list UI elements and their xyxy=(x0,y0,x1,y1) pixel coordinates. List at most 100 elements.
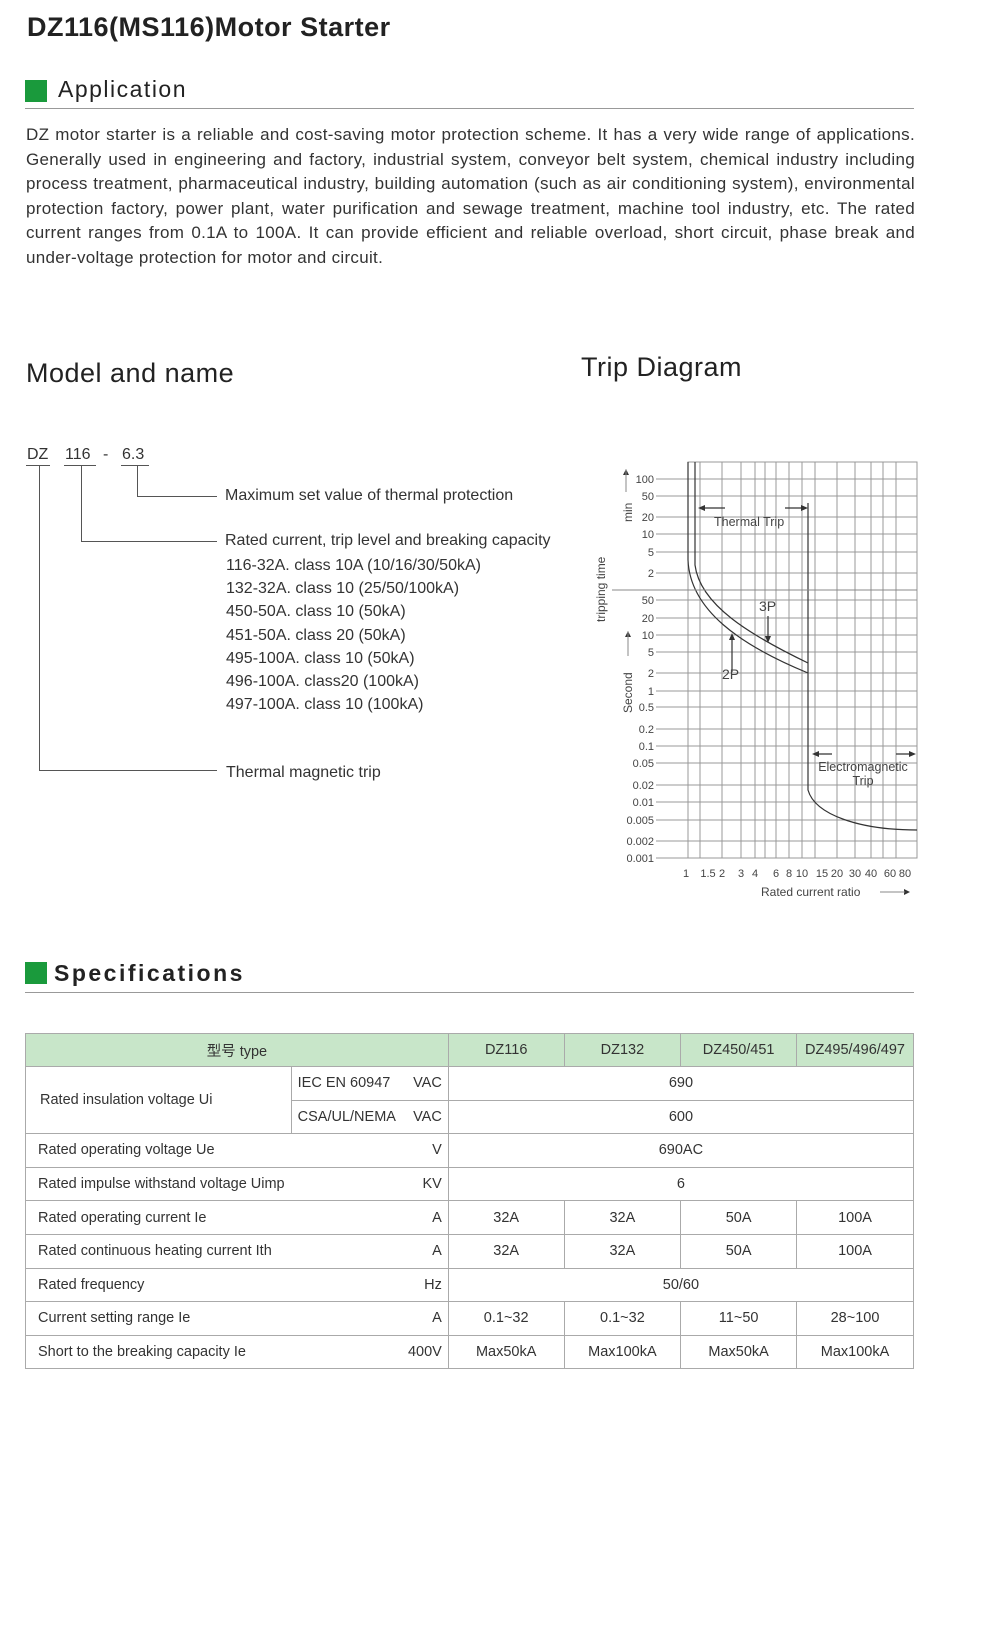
page-title: DZ116(MS116)Motor Starter xyxy=(27,12,391,42)
unit-cell: Hz xyxy=(401,1267,449,1303)
variant-list: 116-32A. class 10A (10/16/30/50kA) 132-3… xyxy=(226,554,481,716)
value-cell: 32A xyxy=(563,1200,682,1235)
value-cell: 600 xyxy=(447,1099,915,1135)
x-tick-label: 1 xyxy=(683,868,689,880)
min-label: min xyxy=(621,503,635,522)
value-cell: 28~100 xyxy=(796,1301,914,1336)
y-tick-label: 0.01 xyxy=(633,797,654,809)
table-row: Rated impulse withstand voltage Uimp KV 6 xyxy=(24,1166,915,1202)
specifications-heading: Specifications xyxy=(54,960,245,986)
y-tick-label: 0.005 xyxy=(626,815,654,827)
label-3p: 3P xyxy=(759,598,776,614)
label-2p: 2P xyxy=(722,666,739,682)
variant-item: 451-50A. class 20 (50kA) xyxy=(226,626,406,644)
x-axis-label: Rated current ratio xyxy=(761,885,861,899)
unit-cell: VAC xyxy=(401,1099,449,1135)
trip-diagram: 100 50 20 10 5 2 50 20 10 5 2 1 0.5 0.2 0.1 0.05 0.02 0.0… xyxy=(594,461,918,899)
x-tick-label: 1.5 xyxy=(700,868,715,880)
x-tick-label: 40 xyxy=(865,868,877,880)
standard-cell: IEC EN 60947 xyxy=(290,1066,402,1101)
row-label: Short to the breaking capacity Ie xyxy=(24,1334,402,1370)
table-header: 型号 type DZ116 DZ132 DZ450/451 DZ495/496/… xyxy=(25,1033,914,1067)
x-tick-label: 2 xyxy=(719,868,725,880)
value-cell: 50A xyxy=(680,1200,798,1235)
x-tick-label: 60 xyxy=(884,868,896,880)
x-tick-label: 15 xyxy=(816,868,828,880)
y-tick-label: 10 xyxy=(642,529,654,541)
unit-cell: 400V xyxy=(401,1334,449,1370)
table-row: Rated insulation voltage Ui IEC EN 60947… xyxy=(25,1065,915,1135)
curve-em xyxy=(807,503,918,831)
application-heading: Application xyxy=(58,76,188,102)
value-cell: 32A xyxy=(447,1233,565,1269)
y-tick-label: 5 xyxy=(648,647,654,659)
variant-item: 497-100A. class 10 (100kA) xyxy=(226,696,424,714)
x-tick-label: 80 xyxy=(899,868,911,880)
value-cell: 0.1~32 xyxy=(563,1301,682,1336)
trip-heading: Trip Diagram xyxy=(581,352,743,382)
variant-item: 496-100A. class20 (100kA) xyxy=(226,673,419,691)
header-cell: DZ495/496/497 xyxy=(796,1033,914,1067)
unit-cell: KV xyxy=(401,1166,449,1202)
y-tick-label: 2 xyxy=(648,668,654,680)
application-text: DZ motor starter is a reliable and cost-… xyxy=(26,125,915,267)
value-cell: 100A xyxy=(796,1200,914,1235)
value-cell: 6 xyxy=(447,1166,915,1202)
value-cell: 690 xyxy=(447,1066,915,1101)
y-tick-label: 50 xyxy=(642,491,654,503)
header-cell: DZ450/451 xyxy=(680,1033,798,1067)
row-label: Rated impulse withstand voltage Uimp xyxy=(24,1166,402,1202)
em-trip-label: Trip xyxy=(852,774,873,788)
y-tick-label: 5 xyxy=(648,547,654,559)
specifications-table: 型号 type DZ116 DZ132 DZ450/451 DZ495/496/… xyxy=(24,1033,915,1370)
header-cell: DZ116 xyxy=(447,1033,565,1067)
y-tick-label: 20 xyxy=(642,512,654,524)
y-axis-label: tripping time xyxy=(594,556,608,622)
variant-item: 495-100A. class 10 (50kA) xyxy=(226,649,415,667)
max-set-label: Maximum set value of thermal protection xyxy=(225,487,514,504)
rated-label: Rated current, trip level and breaking c… xyxy=(225,532,551,549)
y-tick-label: 0.001 xyxy=(626,853,654,865)
value-cell: 50/60 xyxy=(447,1267,915,1303)
section-marker xyxy=(25,80,47,102)
row-label: Rated frequency xyxy=(24,1267,402,1303)
row-label: Rated operating voltage Ue xyxy=(24,1133,402,1168)
x-tick-label: 20 xyxy=(831,868,843,880)
unit-cell: A xyxy=(401,1233,449,1269)
y-tick-label: 0.1 xyxy=(639,741,654,753)
table-row: Rated operating current Ie A 32A 32A 50A 100A xyxy=(24,1200,914,1235)
y-tick-label: 2 xyxy=(648,568,654,580)
header-cell: 型号 type xyxy=(25,1033,449,1067)
value-cell: Max50kA xyxy=(447,1334,565,1370)
row-label: Current setting range Ie xyxy=(24,1301,402,1336)
table-row: Rated continuous heating current Ith A 32A… xyxy=(24,1233,914,1269)
value-cell: 0.1~32 xyxy=(447,1301,565,1336)
value-cell: 32A xyxy=(447,1200,565,1235)
variant-item: 450-50A. class 10 (50kA) xyxy=(226,603,406,621)
y-tick-label: 0.5 xyxy=(639,702,654,714)
y-tick-label: 50 xyxy=(642,595,654,607)
section-marker xyxy=(25,962,47,984)
divider xyxy=(25,108,914,109)
thermal-magnetic-label: Thermal magnetic trip xyxy=(226,764,381,781)
row-label: Rated insulation voltage Ui xyxy=(25,1065,292,1135)
value-cell: Max100kA xyxy=(796,1334,914,1370)
x-tick-label: 8 xyxy=(786,868,792,880)
x-tick-label: 30 xyxy=(849,868,861,880)
x-tick-label: 10 xyxy=(796,868,808,880)
y-tick-label: 20 xyxy=(642,613,654,625)
value-cell: 690AC xyxy=(447,1133,915,1168)
variant-item: 132-32A. class 10 (25/50/100kA) xyxy=(226,580,460,598)
table-row: Current setting range Ie A 0.1~32 0.1~32 11~… xyxy=(24,1301,914,1336)
variant-item: 116-32A. class 10A (10/16/30/50kA) xyxy=(226,557,481,574)
y-tick-label: 1 xyxy=(648,686,654,698)
value-cell: 100A xyxy=(796,1233,914,1269)
header-cell: DZ132 xyxy=(563,1033,682,1067)
curve-3p xyxy=(694,462,809,664)
value-cell: 32A xyxy=(563,1233,682,1269)
code-series: 116 xyxy=(65,446,91,463)
em-trip-label: Electromagnetic xyxy=(818,760,908,774)
row-label: Rated operating current Ie xyxy=(24,1200,402,1235)
second-label: Second xyxy=(621,672,635,713)
code-value: 6.3 xyxy=(122,446,145,463)
